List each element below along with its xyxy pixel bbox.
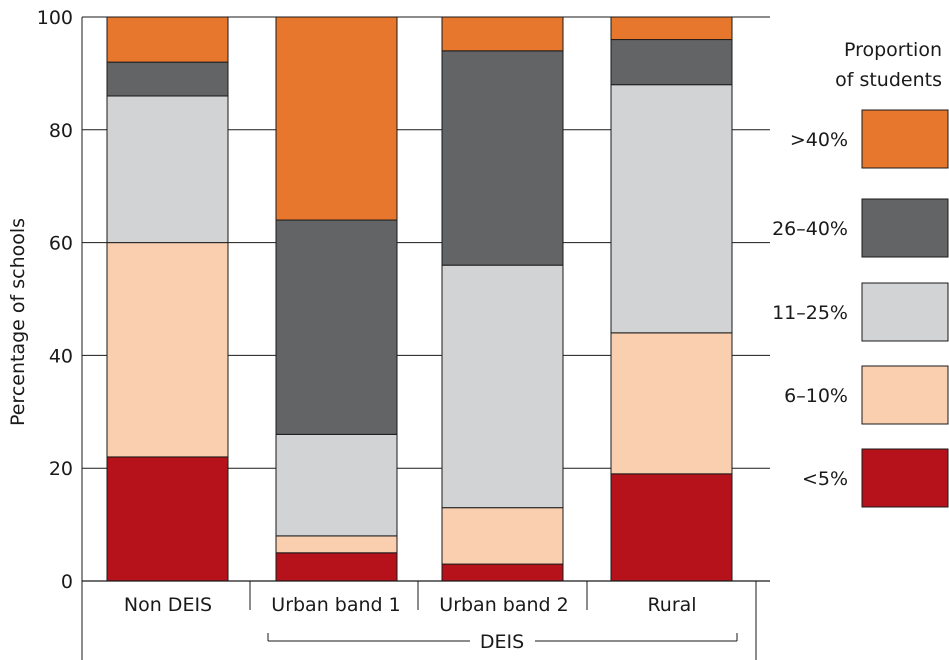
bar-segment-2-4 xyxy=(441,16,564,52)
bar-segment-3-4 xyxy=(610,16,733,41)
axes: 0 20 40 60 80 100 Non DEIS Urban band 1 Urban ba… xyxy=(37,7,770,660)
group-label-deis: DEIS xyxy=(480,631,524,653)
bar-segment-3-1 xyxy=(610,332,733,475)
bar-segment-1-0 xyxy=(275,552,398,582)
legend-label-4: <5% xyxy=(802,468,848,490)
bar-segment-0-0 xyxy=(106,456,229,582)
legend-label-3: 6–10% xyxy=(784,385,848,407)
legend-title-line-2: of students xyxy=(835,69,942,91)
bar-segment-3-0 xyxy=(610,473,733,582)
bar-segment-0-2 xyxy=(106,95,229,244)
legend-title-line-1: Proportion xyxy=(844,39,942,61)
legend-label-0: >40% xyxy=(790,129,848,151)
y-tick-label-80: 80 xyxy=(49,120,73,142)
bar-segment-0-3 xyxy=(106,61,229,97)
legend-swatch-1 xyxy=(861,198,949,258)
bar-segment-3-2 xyxy=(610,84,733,334)
x-category-label-2: Urban band 2 xyxy=(439,594,568,616)
bar-segment-1-4 xyxy=(275,16,398,221)
y-tick-label-0: 0 xyxy=(61,571,73,593)
x-category-label-3: Rural xyxy=(647,594,696,616)
legend: >40% 26–40% 11–25% 6–10% <5% xyxy=(772,109,949,508)
x-category-label-0: Non DEIS xyxy=(124,594,212,616)
legend-swatch-3 xyxy=(861,365,949,425)
bar-segment-0-4 xyxy=(106,16,229,63)
x-category-label-1: Urban band 1 xyxy=(271,594,400,616)
bar-segment-2-3 xyxy=(441,50,564,266)
legend-swatch-2 xyxy=(861,282,949,342)
bar-segment-2-1 xyxy=(441,507,564,565)
y-tick-label-40: 40 xyxy=(49,345,73,367)
y-tick-label-20: 20 xyxy=(49,458,73,480)
legend-swatch-0 xyxy=(861,109,949,169)
bar-segment-1-3 xyxy=(275,219,398,435)
bar-segment-1-2 xyxy=(275,433,398,537)
bar-segment-2-2 xyxy=(441,264,564,509)
y-tick-label-60: 60 xyxy=(49,233,73,255)
bar-segment-2-0 xyxy=(441,563,564,582)
y-axis-title: Percentage of schools xyxy=(7,218,29,426)
legend-label-2: 11–25% xyxy=(772,302,848,324)
bar-segment-3-3 xyxy=(610,39,733,86)
legend-swatch-4 xyxy=(861,448,949,508)
bar-segment-1-1 xyxy=(275,535,398,554)
bar-segment-0-1 xyxy=(106,242,229,458)
legend-label-1: 26–40% xyxy=(772,218,848,240)
bars xyxy=(106,16,733,582)
y-tick-label-100: 100 xyxy=(37,7,73,29)
